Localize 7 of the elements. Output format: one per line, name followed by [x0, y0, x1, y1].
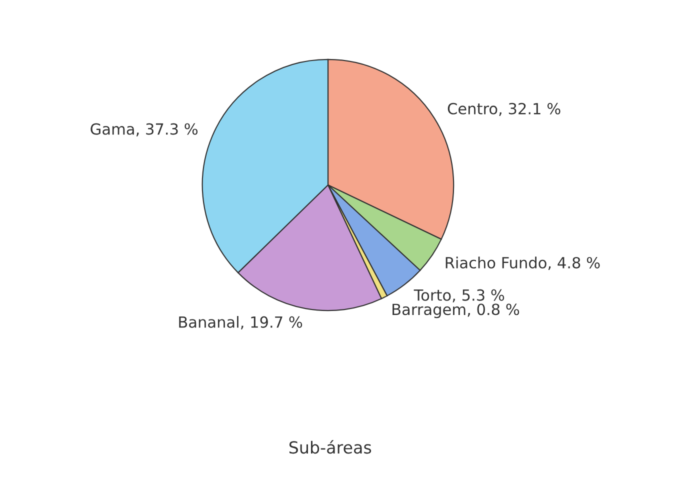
- slice-label: Gama, 37.3 %: [90, 123, 198, 136]
- slice-label: Barragem, 0.8 %: [392, 304, 520, 318]
- slice-label: Riacho Fundo, 4.8 %: [446, 256, 600, 270]
- text: Sub-áreas: [289, 440, 372, 454]
- slice-label: Torto, 5.3 %: [414, 289, 504, 302]
- slice-label: Centro, 32.1 %: [448, 102, 560, 116]
- slice-label: Bananal, 19.7 %: [179, 316, 302, 330]
